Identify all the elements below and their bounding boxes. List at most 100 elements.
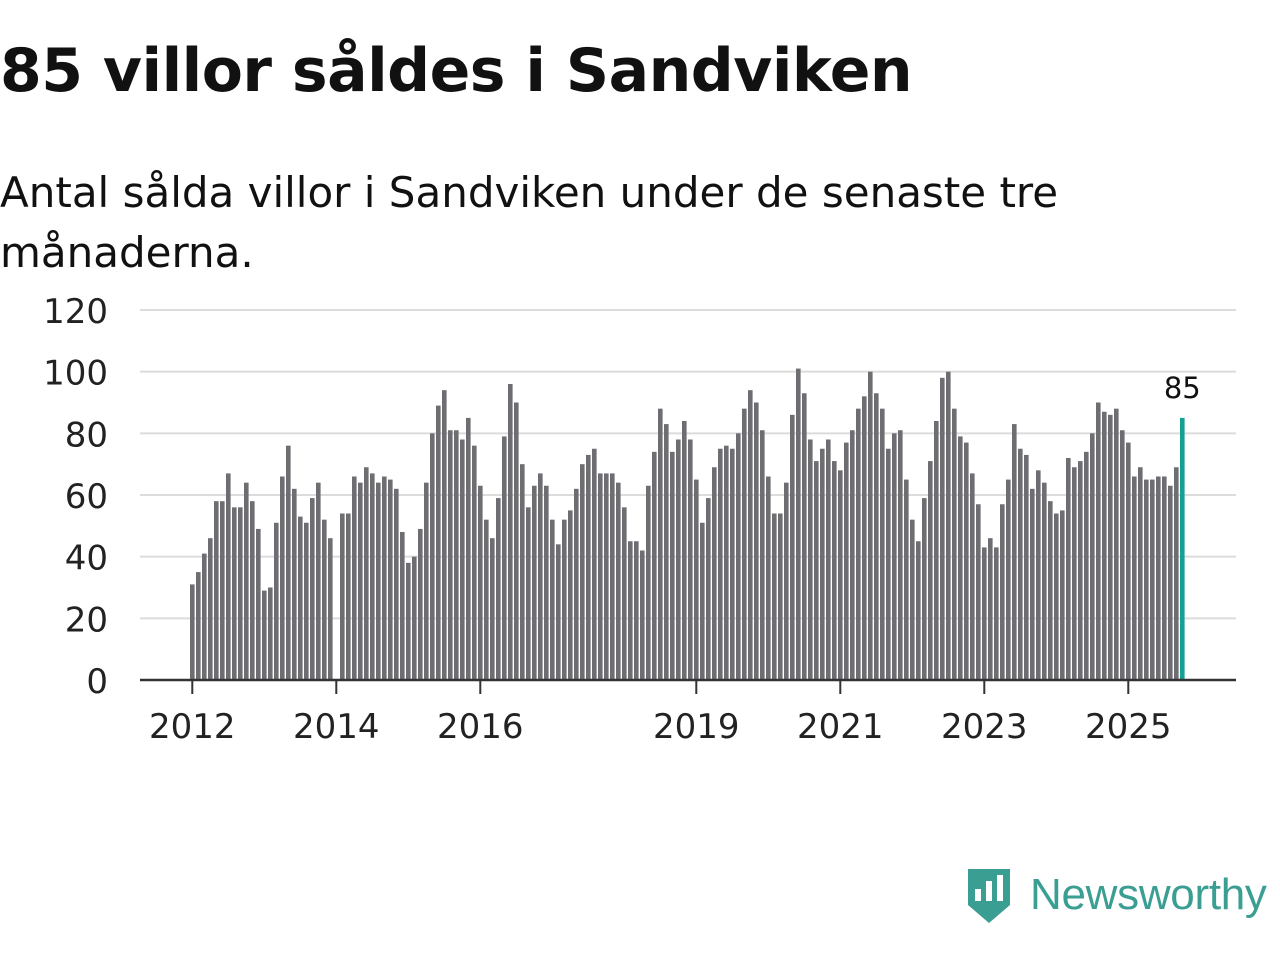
bar — [880, 408, 885, 680]
bar — [190, 584, 195, 680]
bar — [532, 485, 537, 680]
bar — [322, 519, 327, 680]
bar — [406, 562, 411, 680]
bar — [886, 448, 891, 680]
bar — [988, 538, 993, 680]
bar — [280, 476, 285, 680]
bar — [538, 473, 543, 680]
bar — [376, 482, 381, 680]
bar — [634, 541, 639, 680]
bar — [262, 590, 267, 680]
bar — [508, 384, 513, 680]
bar — [1078, 461, 1083, 680]
bar — [1066, 458, 1071, 680]
bar — [442, 390, 447, 680]
bar — [682, 421, 687, 680]
bar — [1102, 411, 1107, 680]
x-tick-label: 2012 — [149, 707, 236, 747]
bar — [646, 485, 651, 680]
bar — [928, 461, 933, 680]
x-tick-label: 2016 — [437, 707, 524, 747]
bar — [970, 473, 975, 680]
bar — [1090, 433, 1095, 680]
y-axis-ticks: 0 20 40 60 80 100 120 — [43, 292, 108, 702]
bar — [748, 390, 753, 680]
bar — [340, 513, 345, 680]
bar — [1036, 470, 1041, 680]
bar — [1048, 501, 1053, 680]
bar — [250, 501, 255, 680]
bar — [1000, 504, 1005, 680]
bars — [190, 368, 1185, 680]
bar — [520, 464, 525, 680]
newsworthy-logo: Newsworthy — [964, 865, 1267, 925]
bar — [670, 451, 675, 680]
bar — [1120, 430, 1125, 680]
bar — [1156, 476, 1161, 680]
bar — [898, 430, 903, 680]
bar — [1150, 479, 1155, 680]
bar — [754, 402, 759, 680]
bar — [718, 448, 723, 680]
y-tick-label: 60 — [65, 477, 108, 517]
bar — [1126, 442, 1131, 680]
bar — [208, 538, 213, 680]
bar — [238, 507, 243, 680]
bar — [418, 528, 423, 680]
bar — [1174, 467, 1179, 680]
bar — [1018, 448, 1023, 680]
bar — [472, 445, 477, 680]
bar — [712, 467, 717, 680]
bar — [1108, 414, 1113, 680]
y-tick-label: 0 — [86, 662, 108, 702]
bar — [952, 408, 957, 680]
bar — [568, 510, 573, 680]
bar — [724, 445, 729, 680]
bar — [232, 507, 237, 680]
bar — [904, 479, 909, 680]
bar — [514, 402, 519, 680]
highlight-value-label: 85 — [1164, 371, 1201, 405]
bar — [868, 371, 873, 680]
y-tick-label: 100 — [43, 354, 108, 394]
bar — [196, 572, 201, 680]
bar — [736, 433, 741, 680]
x-tick-label: 2021 — [797, 707, 884, 747]
bar — [1054, 513, 1059, 680]
bar — [892, 433, 897, 680]
chart-subtitle: Antal sålda villor i Sandviken under de … — [0, 168, 1059, 277]
bar — [688, 439, 693, 680]
bar-chart: 0 20 40 60 80 100 120 2012 2014 2016 2019 2021 2023… — [43, 292, 1236, 747]
bar — [562, 519, 567, 680]
bar — [1144, 479, 1149, 680]
bar — [676, 439, 681, 680]
bar — [1180, 417, 1185, 680]
bar — [1114, 408, 1119, 680]
bar — [268, 587, 273, 680]
bar — [610, 473, 615, 680]
bar — [592, 448, 597, 680]
x-axis-ticks: 2012 2014 2016 2019 2021 2023 2025 — [149, 680, 1172, 747]
bar — [742, 408, 747, 680]
bar — [448, 430, 453, 680]
bar — [304, 522, 309, 680]
bar — [412, 556, 417, 680]
bar — [832, 461, 837, 680]
annotations: 85 — [1164, 371, 1201, 405]
bar — [214, 501, 219, 680]
bar — [310, 498, 315, 680]
bar — [640, 550, 645, 680]
bar — [910, 519, 915, 680]
bar — [874, 393, 879, 680]
chart-title: 85 villor såldes i Sandviken — [0, 36, 913, 106]
bar — [394, 488, 399, 680]
bar — [598, 473, 603, 680]
bar — [1060, 510, 1065, 680]
bar — [838, 470, 843, 680]
bar — [760, 430, 765, 680]
bar — [1012, 424, 1017, 680]
bar — [694, 479, 699, 680]
bar — [1162, 476, 1167, 680]
bar — [730, 448, 735, 680]
bar — [586, 454, 591, 680]
